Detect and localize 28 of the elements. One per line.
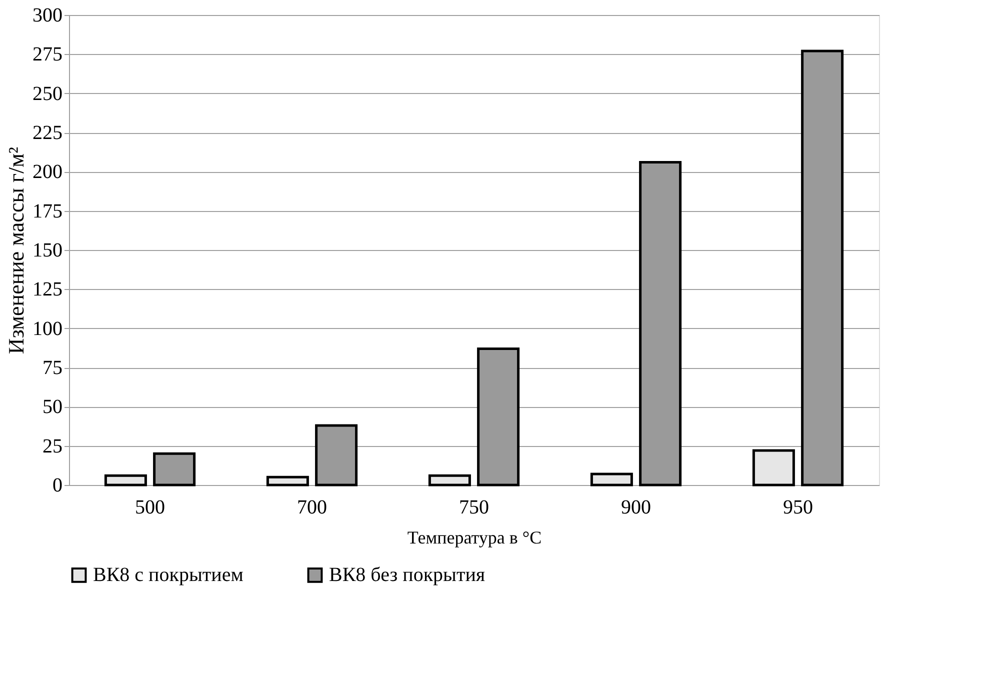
- y-tick-label: 225: [32, 122, 62, 144]
- bar: [590, 472, 633, 486]
- x-tick-label: 700: [297, 496, 327, 518]
- x-tick-label: 500: [135, 496, 165, 518]
- x-tick-label: 900: [621, 496, 651, 518]
- x-axis-title: Температура в °C: [407, 528, 542, 548]
- y-tick-label: 250: [32, 82, 62, 105]
- y-tick-label: 150: [32, 240, 62, 262]
- y-tick-label: 100: [32, 318, 62, 340]
- y-tick-label: 175: [32, 200, 62, 222]
- bar: [752, 449, 795, 486]
- x-tick-label: 950: [783, 496, 813, 518]
- y-axis-title: Изменение массы г/м²: [4, 146, 28, 354]
- y-tick-label: 200: [32, 161, 62, 184]
- bar: [428, 474, 471, 486]
- legend-label: ВК8 без покрытия: [329, 564, 486, 586]
- y-tick-label: 275: [32, 44, 62, 66]
- legend-label: ВК8 с покрытием: [93, 564, 244, 586]
- x-tick-label: 750: [459, 496, 489, 518]
- y-tick-label: 300: [32, 4, 62, 26]
- y-tick-label: 25: [42, 435, 62, 458]
- y-tick-label: 125: [32, 278, 62, 301]
- bar: [153, 452, 196, 486]
- bar: [266, 476, 309, 486]
- y-tick-label: 75: [42, 357, 62, 379]
- bar: [104, 474, 147, 486]
- y-tick-label: 50: [42, 396, 62, 418]
- y-tick-label: 0: [52, 474, 62, 496]
